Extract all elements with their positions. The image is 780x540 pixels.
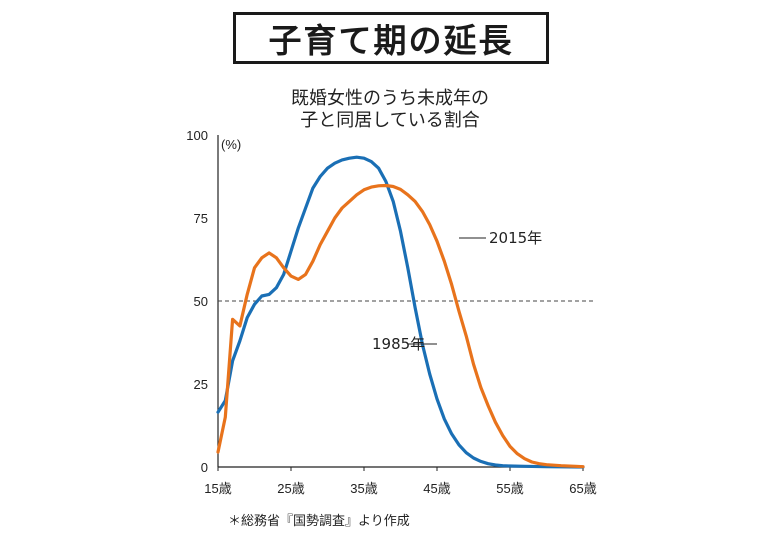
chart-subtitle-line-1: 既婚女性のうち未成年の (291, 88, 489, 109)
series-line-2015 (216, 183, 585, 469)
y-tick-label: 50 (194, 294, 208, 309)
x-tick-label: 65歳 (569, 481, 596, 496)
page-title: 子育て期の延長 (268, 21, 514, 60)
y-tick-label: 25 (194, 377, 208, 392)
x-tick-label: 55歳 (496, 481, 523, 496)
series-line-1985 (216, 155, 585, 469)
chart-subtitle-line-2: 子と同居している割合 (300, 110, 480, 131)
x-tick-label: 15歳 (204, 481, 231, 496)
series-labels: 1985年 2015年 (372, 229, 542, 353)
source-note: ＊総務省『国勢調査』より作成 (228, 514, 410, 529)
chart-axes: 0 25 50 75 100 15歳 25歳 35歳 45歳 55歳 65歳 (186, 128, 596, 496)
series-label-2015: 2015年 (489, 229, 542, 247)
series-label-1985: 1985年 (372, 335, 425, 353)
x-tick-label: 25歳 (277, 481, 304, 496)
y-unit-label: (%) (221, 137, 241, 152)
series-lines (216, 155, 585, 469)
y-tick-label: 100 (186, 128, 208, 143)
x-tick-label: 35歳 (350, 481, 377, 496)
title-box: 子育て期の延長 (233, 12, 549, 64)
x-tick-label: 45歳 (423, 481, 450, 496)
y-tick-label: 75 (194, 211, 208, 226)
y-tick-label: 0 (201, 460, 208, 475)
